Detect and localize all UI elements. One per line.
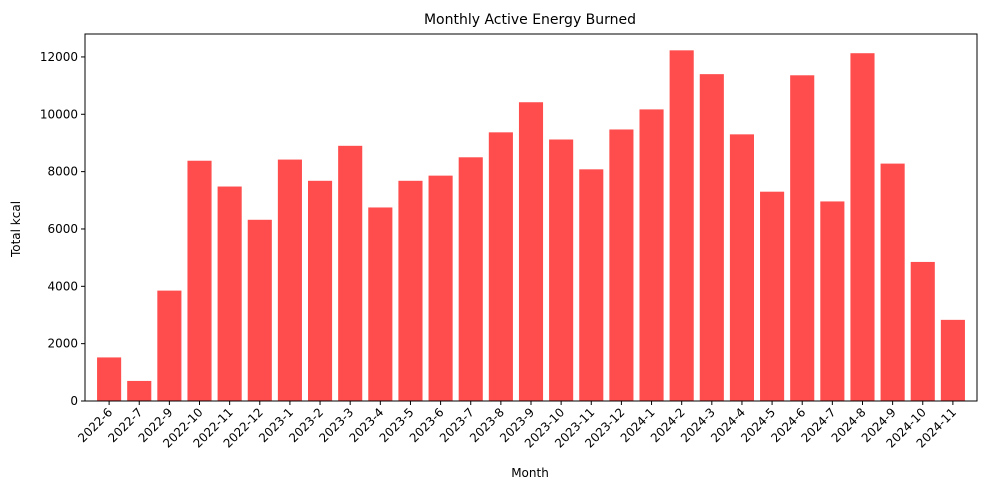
bar-2023-3 xyxy=(338,145,363,401)
bar-2023-5 xyxy=(398,180,423,401)
bar-2024-6 xyxy=(790,75,815,401)
y-tick-label: 2000 xyxy=(47,337,78,351)
x-axis-label: Month xyxy=(511,466,549,480)
bar-2023-2 xyxy=(308,180,333,401)
bar-2023-10 xyxy=(549,139,574,401)
bar-2023-8 xyxy=(488,132,513,401)
bar-2024-11 xyxy=(940,319,965,401)
bar-2024-7 xyxy=(820,201,845,401)
bar-2024-1 xyxy=(639,109,664,401)
bar-2023-9 xyxy=(518,102,544,402)
bar-2024-8 xyxy=(850,53,875,402)
bar-2023-7 xyxy=(458,157,483,401)
y-axis-label: Total kcal xyxy=(9,201,23,258)
bar-2022-9 xyxy=(157,290,182,401)
y-tick-label: 8000 xyxy=(47,165,78,179)
bar-2023-12 xyxy=(609,129,634,402)
y-tick-label: 0 xyxy=(70,394,78,408)
bar-2022-7 xyxy=(127,380,152,401)
bar-2022-10 xyxy=(187,160,212,401)
y-axis: 0 2000 4000 6000 8000 10000 12000 xyxy=(40,50,85,408)
bar-2022-12 xyxy=(247,219,272,401)
y-tick-label: 4000 xyxy=(47,279,78,293)
bar-2023-1 xyxy=(277,159,302,401)
bar-2024-5 xyxy=(760,191,785,401)
bar-2024-2 xyxy=(669,50,694,402)
bar-2024-10 xyxy=(910,261,935,401)
bar-2024-3 xyxy=(699,74,724,401)
bar-2024-4 xyxy=(729,134,754,401)
x-axis: 2022-62022-72022-92022-102022-112022-122… xyxy=(75,401,959,451)
bar-2024-9 xyxy=(880,163,905,401)
chart-title: Monthly Active Energy Burned xyxy=(424,12,636,28)
y-tick-label: 6000 xyxy=(47,222,78,236)
y-tick-label: 10000 xyxy=(40,107,78,121)
bar-2022-6 xyxy=(97,357,122,401)
bars-group xyxy=(97,50,965,402)
bar-2023-11 xyxy=(579,169,604,401)
y-tick-label: 12000 xyxy=(40,50,78,64)
bar-2023-6 xyxy=(428,175,453,401)
bar-2022-11 xyxy=(217,186,242,401)
bar-2023-4 xyxy=(368,207,393,401)
